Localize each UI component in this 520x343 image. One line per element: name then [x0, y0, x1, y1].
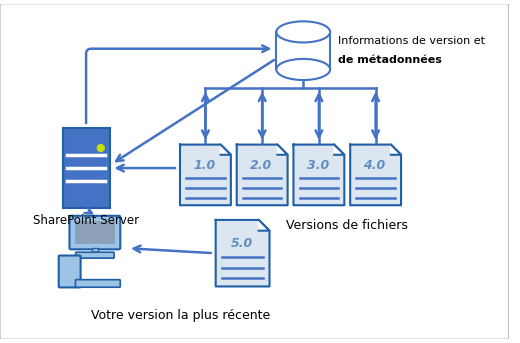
Polygon shape [391, 145, 401, 155]
Polygon shape [334, 145, 344, 155]
FancyBboxPatch shape [75, 252, 114, 258]
Polygon shape [259, 220, 269, 231]
Polygon shape [350, 145, 401, 205]
Polygon shape [293, 145, 344, 205]
Bar [75, 221, 115, 244]
Text: Votre version la plus récente: Votre version la plus récente [92, 309, 270, 322]
Text: 2.0: 2.0 [250, 159, 272, 172]
Text: de métadonnées: de métadonnées [338, 56, 442, 66]
Text: 3.0: 3.0 [307, 159, 329, 172]
Ellipse shape [276, 21, 330, 43]
FancyBboxPatch shape [75, 280, 120, 287]
Text: SharePoint Server: SharePoint Server [33, 214, 139, 227]
FancyBboxPatch shape [59, 256, 81, 287]
Polygon shape [216, 220, 269, 286]
Ellipse shape [276, 59, 330, 80]
Bar [92, 248, 98, 253]
FancyBboxPatch shape [70, 216, 120, 249]
Text: Versions de fichiers: Versions de fichiers [287, 219, 408, 232]
Polygon shape [237, 145, 288, 205]
Polygon shape [277, 145, 288, 155]
Text: Informations de version et: Informations de version et [338, 36, 485, 46]
Bar [276, 32, 330, 70]
Bar [62, 128, 110, 208]
Text: 1.0: 1.0 [193, 159, 215, 172]
Polygon shape [180, 145, 231, 205]
Text: 5.0: 5.0 [230, 237, 253, 250]
Polygon shape [220, 145, 231, 155]
FancyBboxPatch shape [0, 4, 509, 339]
Text: 4.0: 4.0 [363, 159, 386, 172]
Circle shape [97, 145, 104, 152]
